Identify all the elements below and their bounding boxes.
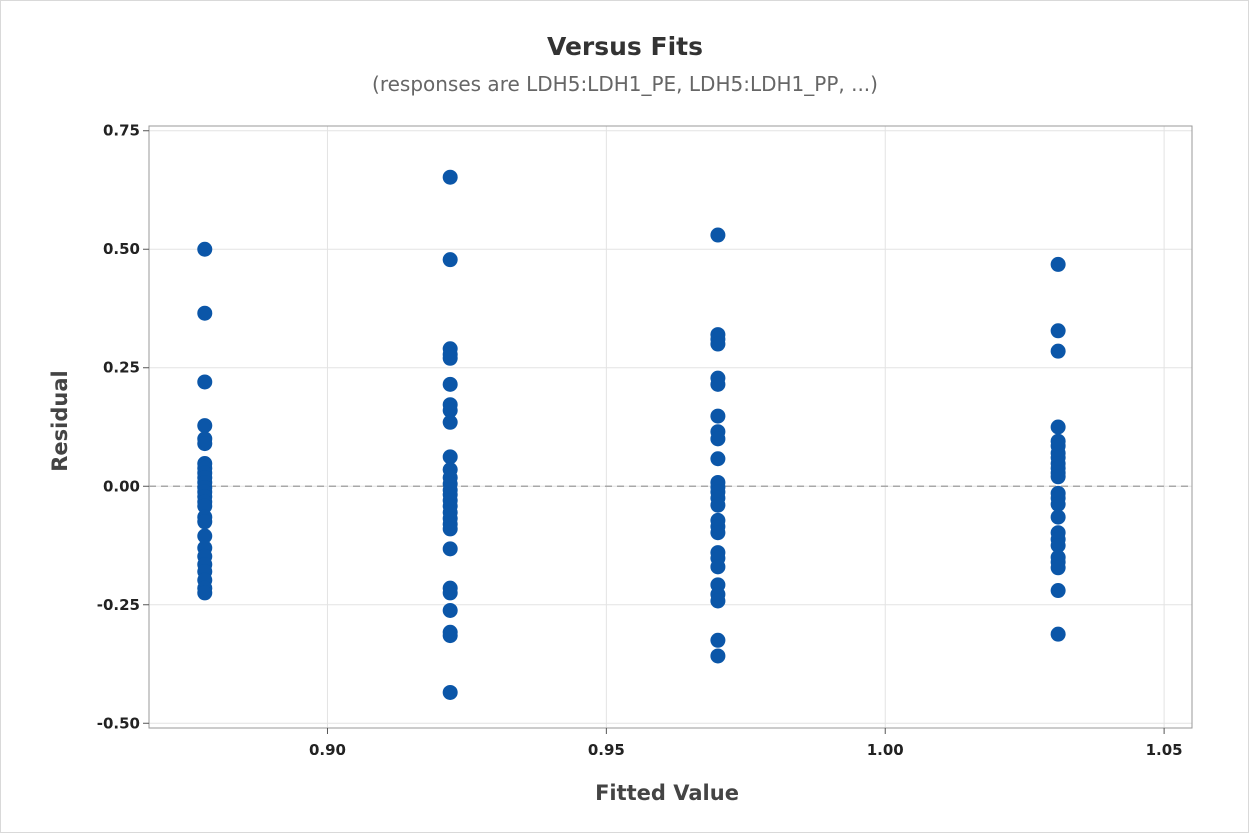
chart-title: Versus Fits	[547, 32, 703, 61]
data-point	[1050, 583, 1066, 599]
data-point	[197, 305, 213, 321]
data-point	[1050, 496, 1066, 512]
data-point	[442, 602, 458, 618]
data-point	[197, 528, 213, 544]
data-point	[710, 632, 726, 648]
data-point	[442, 252, 458, 268]
data-point	[1050, 538, 1066, 554]
data-point	[710, 593, 726, 609]
y-tick-label: -0.50	[97, 714, 140, 732]
data-point	[442, 521, 458, 537]
y-tick-label: -0.25	[97, 596, 140, 614]
data-point	[1050, 509, 1066, 525]
data-point	[197, 418, 213, 434]
chart-subtitle: (responses are LDH5:LDH1_PE, LDH5:LDH1_P…	[372, 72, 878, 96]
data-point	[1050, 469, 1066, 485]
data-point	[1050, 626, 1066, 642]
data-point	[442, 169, 458, 185]
data-point	[442, 585, 458, 601]
x-tick-label: 0.90	[309, 741, 346, 759]
x-tick-label: 1.05	[1146, 741, 1183, 759]
data-point	[710, 336, 726, 352]
data-point	[1050, 419, 1066, 435]
data-point	[1050, 560, 1066, 576]
data-point	[197, 514, 213, 530]
data-point	[710, 431, 726, 447]
data-point	[1050, 323, 1066, 339]
data-point	[1050, 343, 1066, 359]
data-point	[442, 541, 458, 557]
data-point	[710, 648, 726, 664]
y-tick-label: 0.50	[103, 240, 140, 258]
x-axis-label: Fitted Value	[595, 781, 739, 805]
data-point	[442, 414, 458, 430]
data-point	[442, 684, 458, 700]
data-point	[197, 436, 213, 452]
data-point	[442, 350, 458, 366]
data-point	[442, 376, 458, 392]
data-point	[1050, 256, 1066, 272]
data-point	[442, 628, 458, 644]
data-point	[710, 559, 726, 575]
data-point	[710, 408, 726, 424]
y-tick-label: 0.25	[103, 359, 140, 377]
y-tick-label: 0.00	[103, 477, 140, 495]
data-point	[197, 241, 213, 257]
data-point	[197, 585, 213, 601]
data-point	[710, 451, 726, 467]
plot-area: 0.90 0.95 1.00 1.05 -0.50 -0.25 0.00 0.25 0.50 0.…	[97, 122, 1193, 759]
x-tick-label: 0.95	[588, 741, 625, 759]
y-axis-label: Residual	[48, 370, 72, 471]
data-point	[442, 402, 458, 418]
x-tick-label: 1.00	[867, 741, 904, 759]
data-point	[710, 525, 726, 541]
data-point	[442, 449, 458, 465]
data-point	[197, 374, 213, 390]
data-point	[197, 498, 213, 514]
y-tick-label: 0.75	[103, 122, 140, 140]
data-point	[710, 376, 726, 392]
data-point	[710, 227, 726, 243]
data-point	[710, 497, 726, 513]
plot-border	[148, 125, 1193, 729]
